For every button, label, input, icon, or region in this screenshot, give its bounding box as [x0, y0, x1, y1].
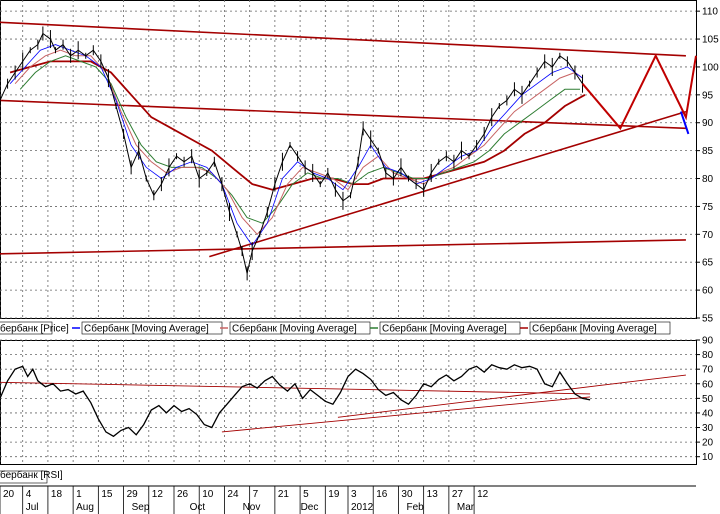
legend-label: Сбербанк [Moving Average]	[84, 323, 209, 335]
moving-average-long	[9, 60, 586, 191]
x-tick-label: 4	[26, 489, 32, 500]
x-month-label: 2012	[351, 502, 374, 513]
x-tick-label: 13	[427, 489, 439, 500]
rsi-plot-frame	[0, 340, 697, 465]
rsi-series	[0, 364, 591, 438]
rsi-y-tick-label: 50	[702, 394, 714, 405]
price-y-tick-label: 70	[702, 230, 714, 241]
x-tick-label: 5	[303, 489, 309, 500]
x-month-label: Jul	[26, 502, 39, 513]
trend-line	[0, 99, 686, 130]
price-y-tick-label: 105	[702, 35, 719, 46]
x-axis: 20 4 18 1 15 29 12 26 10 24 7 21 5 19 3 16 30 13 27 12 Jul Au…	[0, 485, 696, 514]
x-month-label: Mar	[457, 502, 475, 513]
x-month-label: Oct	[190, 502, 206, 513]
x-tick-label: 12	[152, 489, 164, 500]
legend-label: Сбербанк [Moving Average]	[532, 323, 657, 335]
moving-average-fast	[9, 44, 583, 247]
price-y-tick-label: 90	[702, 118, 714, 129]
x-month-label: Aug	[76, 502, 94, 513]
price-y-tick-label: 80	[702, 174, 714, 185]
price-y-tick-label: 55	[702, 314, 714, 325]
legend-label: Сбербанк [Moving Average]	[382, 323, 507, 335]
x-tick-label: 10	[202, 489, 214, 500]
x-tick-label: 15	[101, 489, 113, 500]
projection-tail	[679, 111, 690, 135]
legend-box	[0, 321, 53, 335]
x-tick-label: 29	[127, 489, 139, 500]
price-y-tick-label: 110	[702, 7, 718, 18]
x-tick-label: 20	[3, 489, 15, 500]
rsi-trend-line	[0, 381, 591, 395]
rsi-trend-line	[337, 374, 686, 418]
legend-label: Сбербанк [Moving Average]	[232, 323, 357, 335]
price-y-tick-label: 85	[702, 146, 714, 157]
price-y-tick-label: 75	[702, 202, 714, 213]
rsi-y-tick-label: 70	[702, 365, 714, 376]
x-tick-label: 1	[76, 489, 82, 500]
trend-line	[0, 21, 686, 57]
rsi-y-tick-label: 30	[702, 423, 714, 434]
x-tick-label: 7	[253, 489, 259, 500]
price-y-tick-label: 95	[702, 90, 714, 101]
trend-line	[209, 110, 687, 258]
x-tick-label: 21	[278, 489, 290, 500]
legend-box	[529, 321, 671, 335]
rsi-trend-line	[221, 396, 591, 433]
moving-average-slow	[19, 55, 580, 224]
x-month-label: Dec	[301, 502, 319, 513]
price-y-tick-label: 100	[702, 62, 719, 73]
projection-path	[581, 53, 697, 131]
price-y-tick-label: 65	[702, 258, 714, 269]
price-panel: 55 60 65 70 75 80 85 90 95 100 105 110 бербанк [Pric…	[0, 0, 719, 335]
trend-line	[0, 239, 686, 255]
rsi-y-tick-label: 20	[702, 438, 714, 449]
x-tick-label: 27	[452, 489, 464, 500]
rsi-legend-box	[0, 470, 48, 484]
rsi-y-tick-label: 40	[702, 408, 714, 419]
x-tick-label: 24	[227, 489, 239, 500]
x-tick-label: 19	[328, 489, 340, 500]
price-y-tick-label: 60	[702, 286, 714, 297]
x-tick-label: 30	[401, 489, 413, 500]
x-tick-label: 26	[177, 489, 189, 500]
rsi-y-tick-label: 10	[702, 452, 714, 463]
rsi-y-tick-label: 90	[702, 336, 714, 347]
price-plot-frame	[0, 0, 697, 319]
rsi-y-tick-label: 60	[702, 379, 714, 390]
x-tick-label: 12	[477, 489, 489, 500]
price-series	[0, 32, 583, 274]
x-tick-label: 16	[376, 489, 388, 500]
rsi-y-tick-label: 80	[702, 350, 714, 361]
x-tick-label: 3	[351, 489, 357, 500]
x-month-label: Nov	[243, 502, 261, 513]
x-tick-label: 18	[51, 489, 63, 500]
x-month-label: Feb	[406, 502, 424, 513]
legend-label: бербанк [Price]	[0, 323, 69, 335]
x-month-label: Sep	[132, 502, 150, 513]
